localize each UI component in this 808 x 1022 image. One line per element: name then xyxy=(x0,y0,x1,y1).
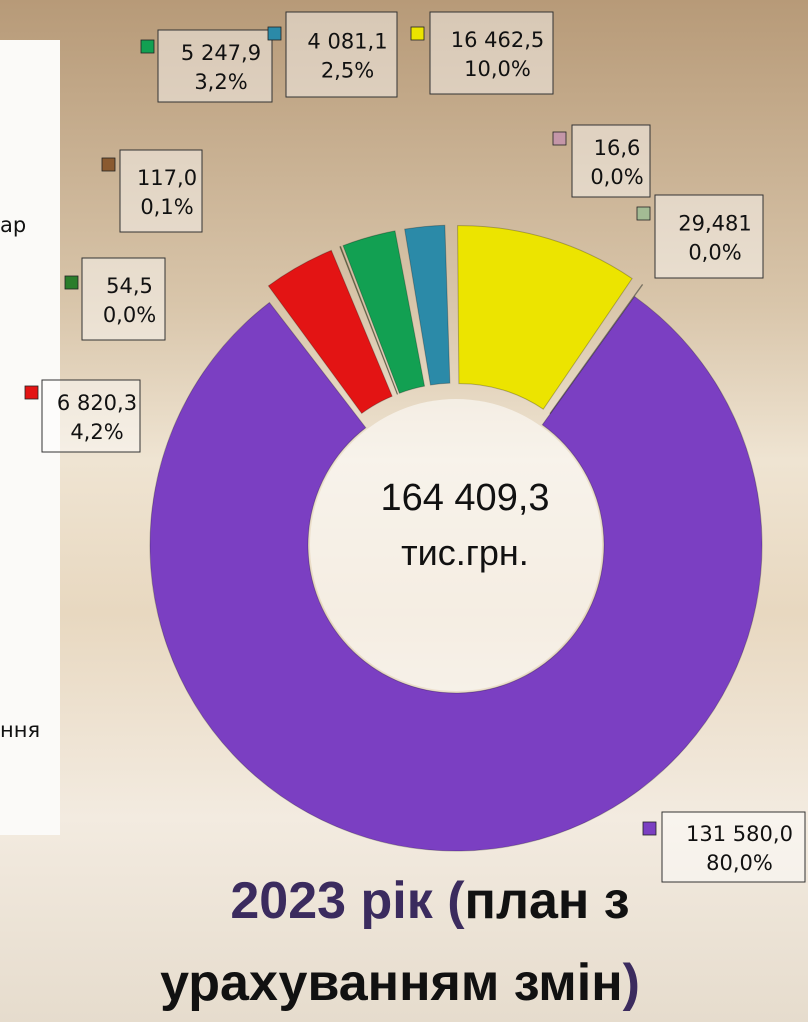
total-label: 164 409,3 xyxy=(380,477,549,519)
value-label: 117,0 xyxy=(137,166,197,190)
value-label: 131 580,0 xyxy=(686,822,793,846)
label-marker xyxy=(411,27,424,40)
label-marker xyxy=(268,27,281,40)
share-label: 4,2% xyxy=(70,420,123,444)
label-box xyxy=(82,258,165,340)
label-box xyxy=(286,12,397,97)
title-part: ) xyxy=(623,954,640,1012)
label-marker xyxy=(141,40,154,53)
title-part: 2023 рік ( xyxy=(230,872,465,930)
share-label: 2,5% xyxy=(321,59,374,83)
label-marker xyxy=(643,822,656,835)
title-part: план з xyxy=(465,872,630,930)
value-label: 6 820,3 xyxy=(57,391,137,415)
label-box xyxy=(430,12,553,94)
share-label: 80,0% xyxy=(706,851,773,875)
share-label: 0,0% xyxy=(688,241,741,265)
share-label: 0,0% xyxy=(590,165,643,189)
share-label: 10,0% xyxy=(464,57,531,81)
slide: ар ння 2023 рік (план з урахуванням змін… xyxy=(0,0,808,1022)
label-marker xyxy=(637,207,650,220)
title: урахуванням змін) xyxy=(160,954,640,1012)
label-marker xyxy=(102,158,115,171)
value-label: 5 247,9 xyxy=(181,41,261,65)
legend-fragment: ння xyxy=(0,718,40,742)
value-label: 54,5 xyxy=(106,274,153,298)
value-label: 16,6 xyxy=(594,136,641,160)
label-box xyxy=(655,195,763,278)
label-marker xyxy=(65,276,78,289)
legend-fragment: ар xyxy=(0,213,26,237)
share-label: 3,2% xyxy=(194,70,247,94)
title: 2023 рік (план з xyxy=(230,872,629,930)
title-part: урахуванням змін xyxy=(160,954,623,1012)
value-label: 29,481 xyxy=(678,212,751,236)
value-label: 16 462,5 xyxy=(451,28,545,52)
unit-label: тис.грн. xyxy=(401,532,529,573)
share-label: 0,0% xyxy=(103,303,156,327)
share-label: 0,1% xyxy=(140,195,193,219)
label-marker xyxy=(553,132,566,145)
chart: ар ння 2023 рік (план з урахуванням змін… xyxy=(0,0,808,1022)
label-box xyxy=(120,150,202,232)
label-marker xyxy=(25,386,38,399)
value-label: 4 081,1 xyxy=(307,30,387,54)
